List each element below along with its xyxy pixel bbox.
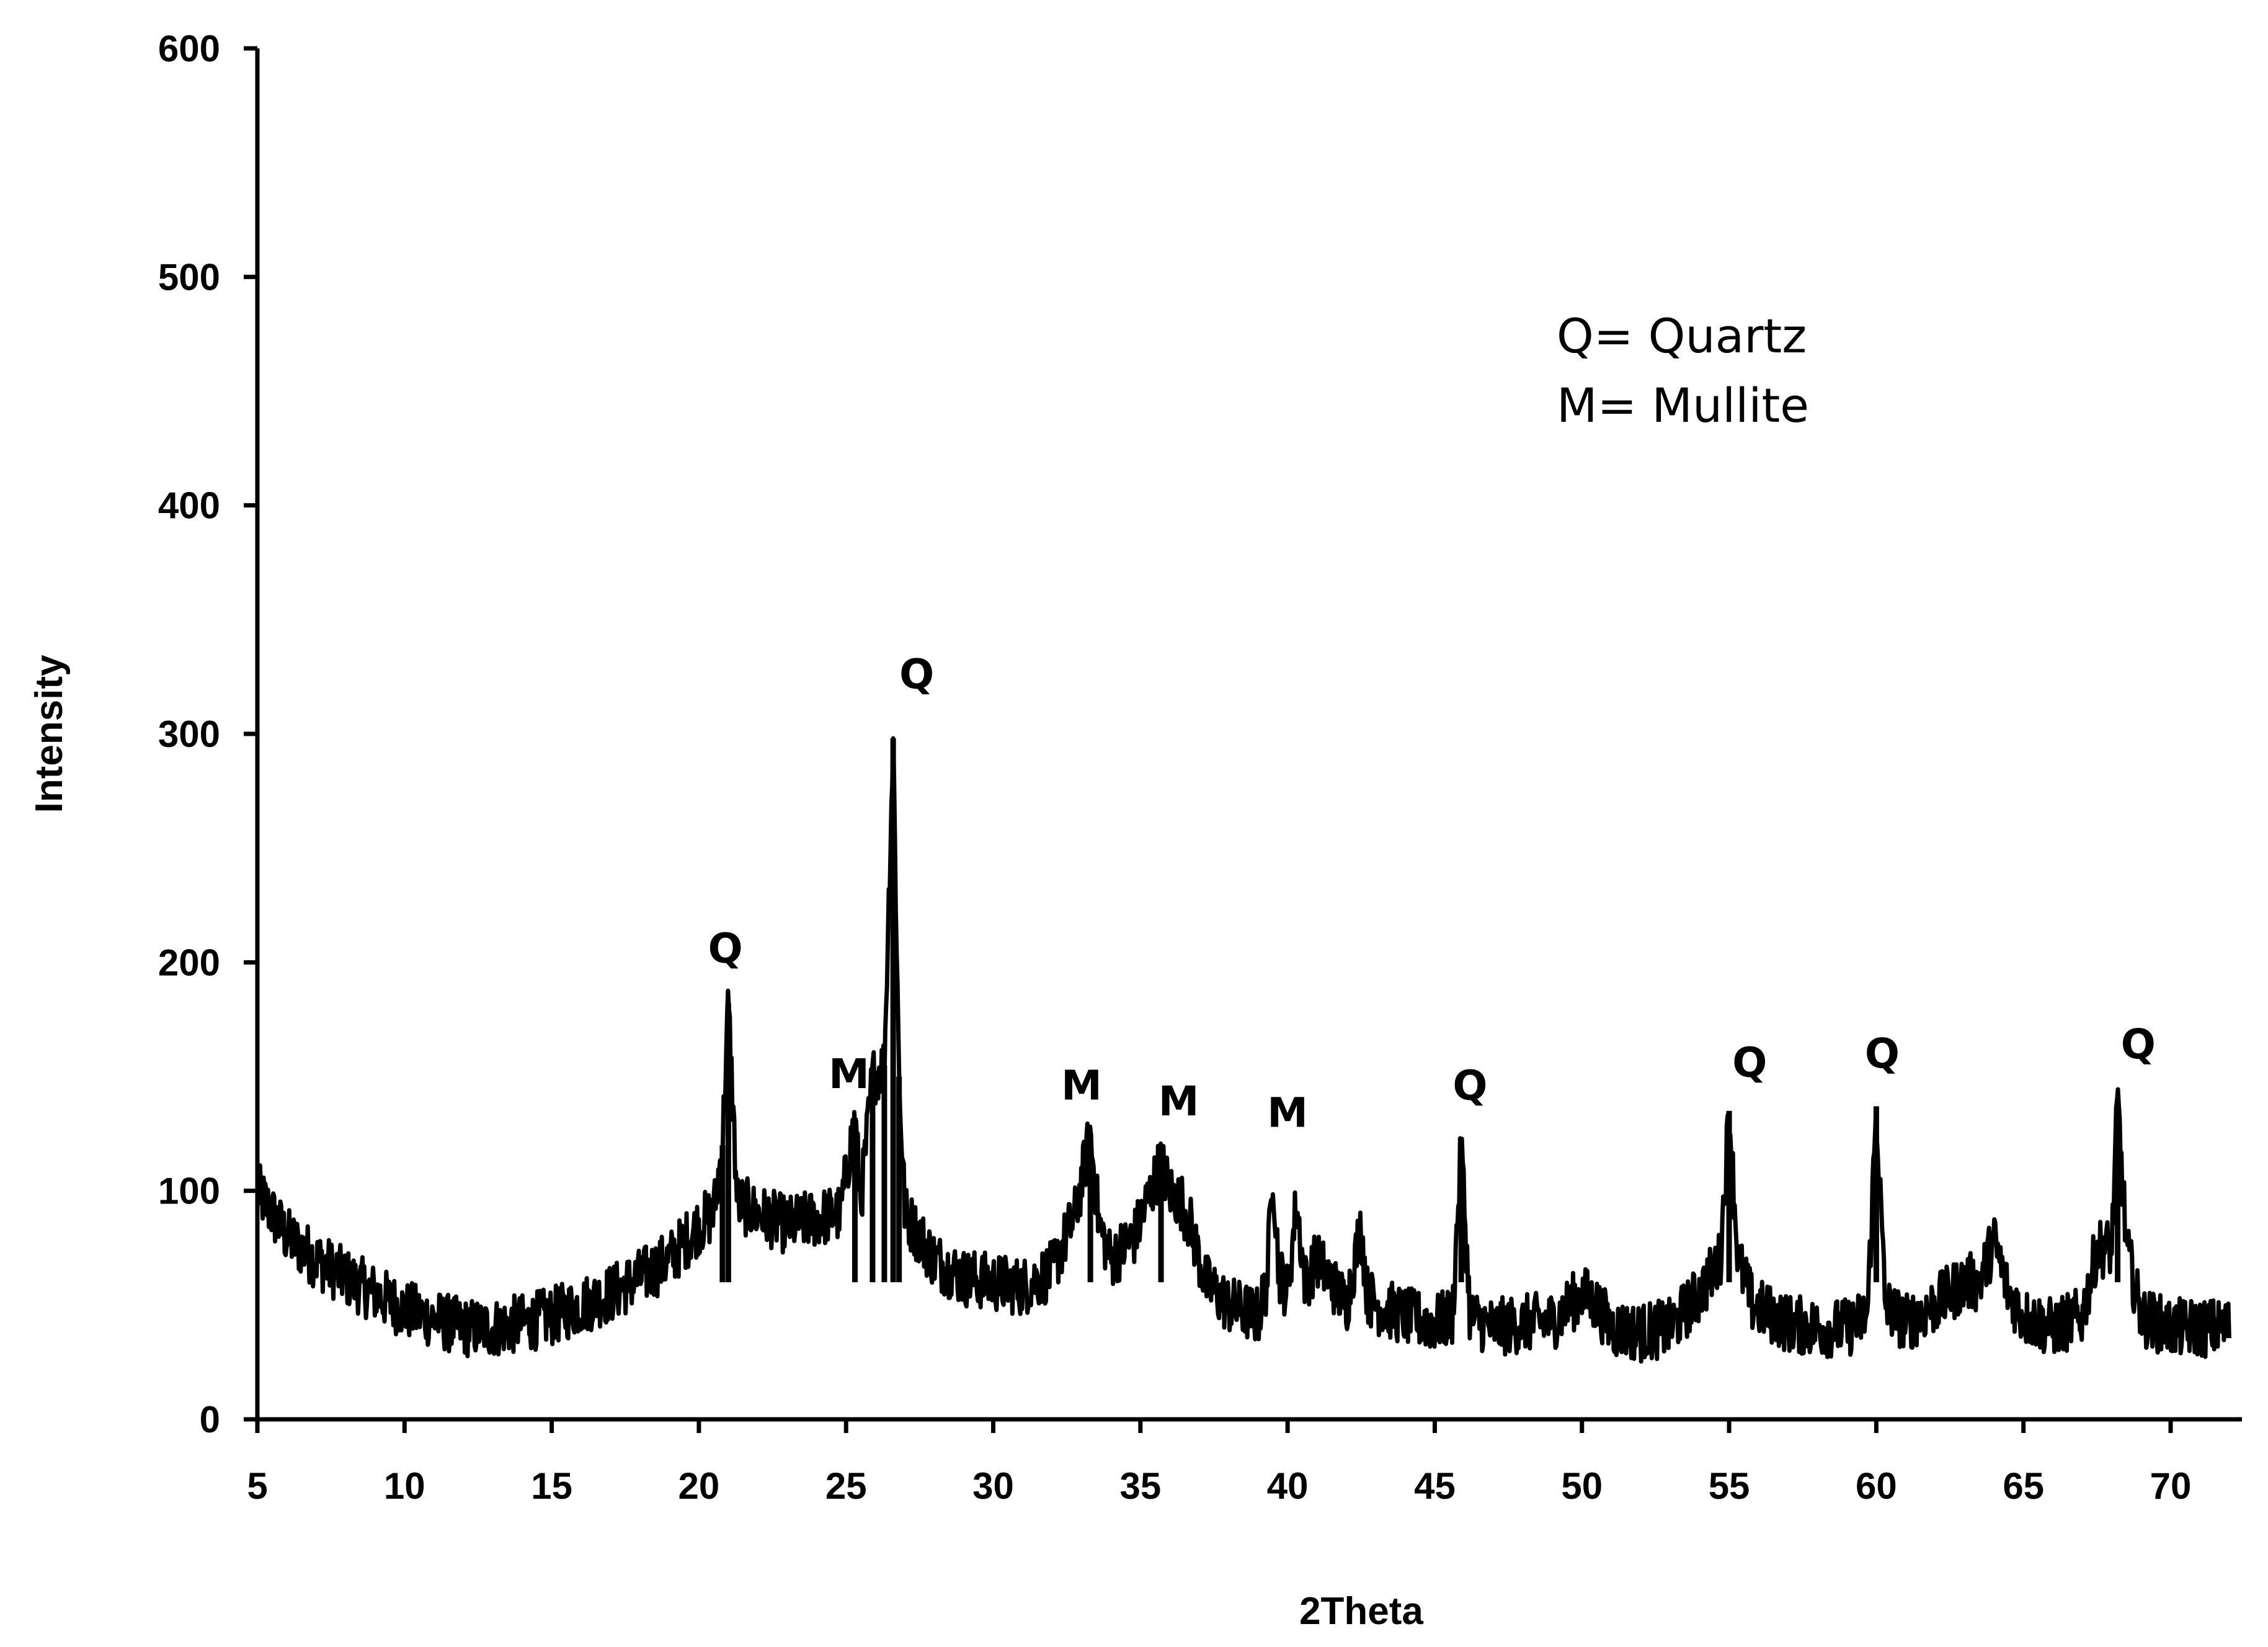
x-tick-label: 20 (678, 1465, 720, 1507)
x-tick-label: 65 (2003, 1465, 2044, 1507)
peak-label-quartz: Q (1865, 1030, 1900, 1078)
x-tick-label: 50 (1561, 1465, 1603, 1507)
series-line (255, 736, 2231, 1364)
peak-label-quartz: Q (708, 924, 743, 972)
x-tick-label: 40 (1267, 1465, 1309, 1507)
legend-entry-mullite: M= Mullite (1557, 378, 1809, 433)
peak-label-quartz: Q (1732, 1039, 1767, 1087)
x-tick-label: 30 (972, 1465, 1014, 1507)
y-axis-title: Intensity (28, 654, 71, 813)
peak-label-mullite: M (1158, 1078, 1199, 1125)
x-axis-title: 2Theta (1299, 1590, 1423, 1633)
peak-label-quartz: Q (899, 650, 934, 698)
x-tick-label: 60 (1856, 1465, 1897, 1507)
x-tick-label: 55 (1709, 1465, 1750, 1507)
peak-label-mullite: M (1061, 1061, 1102, 1109)
y-tick-label: 200 (158, 942, 220, 983)
x-tick-label: 25 (825, 1465, 867, 1507)
x-tick-label: 35 (1119, 1465, 1161, 1507)
y-tick-label: 100 (158, 1171, 220, 1212)
y-tick-label: 300 (158, 713, 220, 755)
y-tick-label: 0 (200, 1399, 220, 1440)
axes (255, 48, 2242, 1422)
peak-label-quartz: Q (2121, 1020, 2156, 1068)
peak-labels: Q M Q M M M Q Q Q Q (708, 650, 2156, 1136)
x-tick-label: 5 (247, 1465, 267, 1507)
x-tick-label: 45 (1414, 1465, 1456, 1507)
peak-label-mullite: M (829, 1050, 869, 1098)
x-ticks: 5 10 15 20 25 30 35 40 45 50 55 60 65 70 (247, 1419, 2191, 1507)
legend: Q= Quartz M= Mullite (1557, 308, 1809, 433)
x-tick-label: 15 (531, 1465, 572, 1507)
peak-label-mullite: M (1267, 1089, 1308, 1137)
y-tick-label: 500 (158, 256, 220, 298)
y-ticks: 0 100 200 300 400 500 600 (158, 28, 257, 1440)
x-tick-label: 10 (384, 1465, 425, 1507)
peak-label-quartz: Q (1452, 1061, 1487, 1109)
x-tick-label: 70 (2150, 1465, 2192, 1507)
y-tick-label: 400 (158, 485, 220, 527)
y-tick-label: 600 (158, 28, 220, 69)
legend-entry-quartz: Q= Quartz (1557, 308, 1807, 364)
